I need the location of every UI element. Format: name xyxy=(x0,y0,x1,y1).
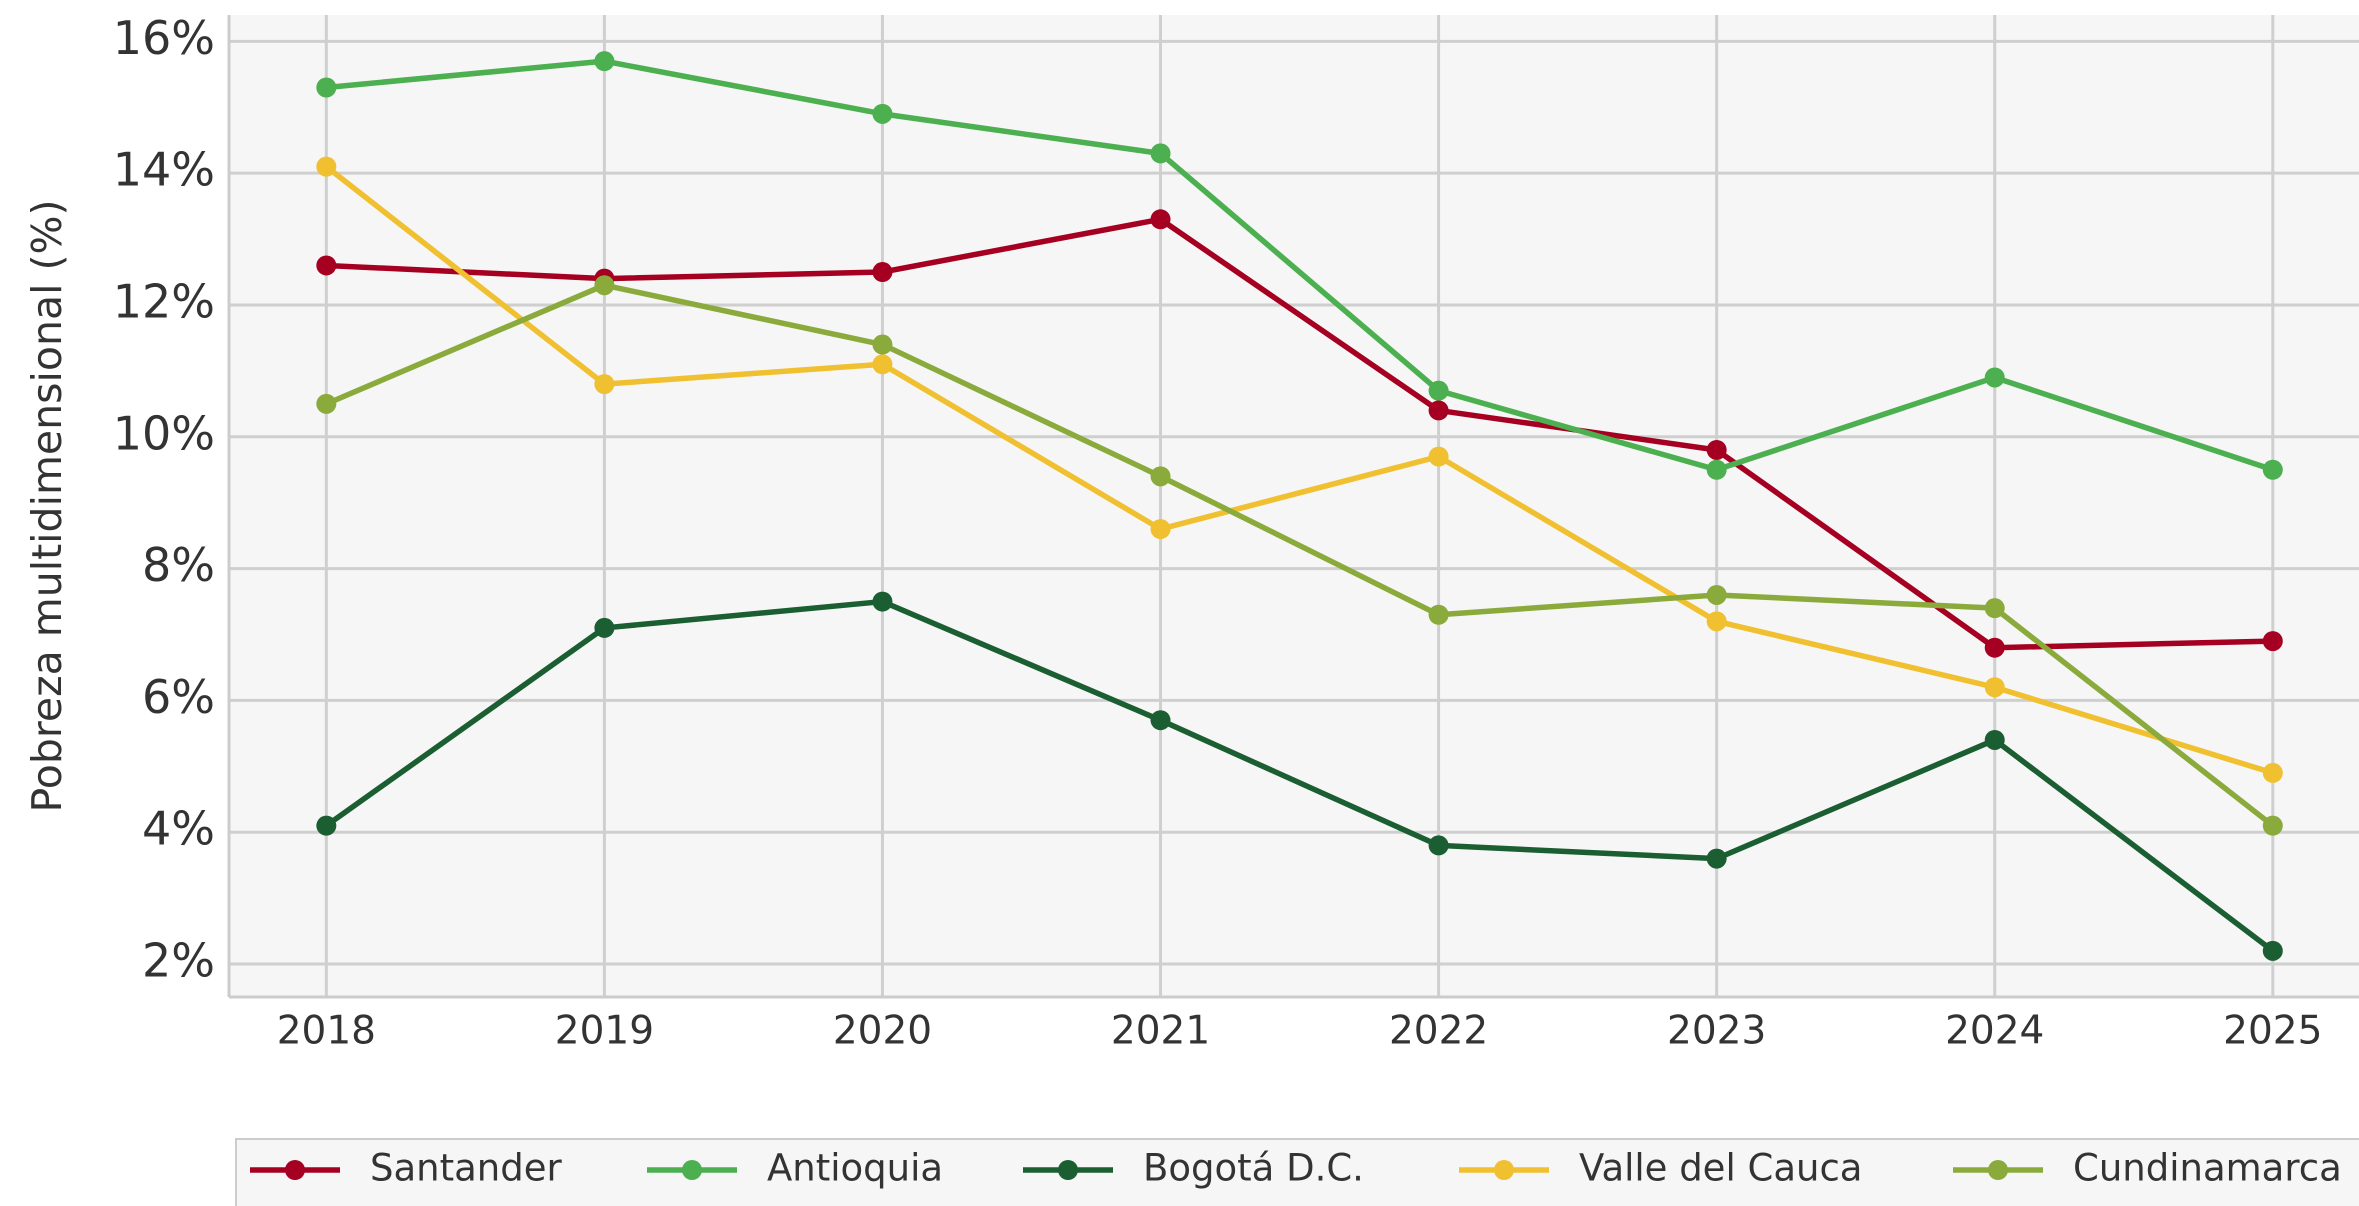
data-point xyxy=(2262,815,2283,836)
data-point xyxy=(1150,710,1171,731)
data-point xyxy=(872,591,893,612)
data-point xyxy=(1984,367,2005,388)
legend-label: Cundinamarca xyxy=(2073,1147,2342,1190)
legend-label: Bogotá D.C. xyxy=(1143,1147,1364,1190)
y-axis-label: Pobreza multidimensional (%) xyxy=(23,200,71,813)
data-point xyxy=(2262,940,2283,961)
y-tick-label: 2% xyxy=(142,934,215,988)
y-tick-label: 14% xyxy=(113,143,215,197)
legend-label: Antioquia xyxy=(767,1147,943,1190)
x-tick-label: 2024 xyxy=(1945,1009,2044,1054)
data-point xyxy=(872,354,893,375)
series-line xyxy=(326,58,2274,473)
data-point xyxy=(1706,459,1727,480)
data-point xyxy=(316,815,337,836)
data-point xyxy=(594,275,615,296)
data-point xyxy=(1428,446,1449,467)
x-tick-label: 2022 xyxy=(1389,1009,1488,1054)
data-point xyxy=(872,334,893,355)
data-point xyxy=(1706,584,1727,605)
legend-marker xyxy=(682,1160,702,1180)
legend-items: Santander Antioquia Bogotá D.C. Valle del C… xyxy=(250,1147,2342,1190)
data-point xyxy=(2262,762,2283,783)
legend-marker xyxy=(1494,1160,1514,1180)
grid xyxy=(229,15,2359,997)
legend-marker xyxy=(1988,1160,2008,1180)
data-point xyxy=(2262,631,2283,652)
series-layer xyxy=(316,51,2283,961)
series-line xyxy=(325,282,2275,828)
data-point xyxy=(1984,677,2005,698)
legend-marker xyxy=(1058,1160,1078,1180)
data-point xyxy=(2262,459,2283,480)
x-tick-label: 2020 xyxy=(833,1009,932,1054)
legend-label: Santander xyxy=(370,1147,562,1190)
data-point xyxy=(1984,729,2005,750)
x-tick-label: 2025 xyxy=(2223,1009,2322,1054)
y-tick-label: 12% xyxy=(113,274,215,328)
y-tick-label: 16% xyxy=(113,11,215,65)
data-point xyxy=(1984,637,2005,658)
data-point xyxy=(594,617,615,638)
data-point xyxy=(594,51,615,72)
series-line xyxy=(324,598,2275,954)
data-point xyxy=(1150,143,1171,164)
data-point xyxy=(1706,848,1727,869)
data-point xyxy=(1150,466,1171,487)
legend-label: Valle del Cauca xyxy=(1579,1147,1862,1190)
data-point xyxy=(1984,598,2005,619)
y-tick-label: 4% xyxy=(142,802,215,856)
series-line xyxy=(326,216,2273,651)
data-point xyxy=(1428,835,1449,856)
data-point xyxy=(1428,604,1449,625)
x-tick-label: 2019 xyxy=(555,1009,654,1054)
data-point xyxy=(872,103,893,124)
x-tick-label: 2018 xyxy=(277,1009,376,1054)
y-tick-label: 10% xyxy=(113,406,215,460)
data-point xyxy=(1150,519,1171,540)
y-tick-label: 6% xyxy=(142,670,215,724)
data-point xyxy=(316,255,337,276)
plot-area xyxy=(229,15,2359,997)
legend-marker xyxy=(285,1160,305,1180)
data-point xyxy=(1706,439,1727,460)
data-point xyxy=(1706,611,1727,632)
data-point xyxy=(872,262,893,283)
data-point xyxy=(1150,209,1171,230)
data-point xyxy=(316,393,337,414)
data-point xyxy=(316,156,337,177)
series-line xyxy=(324,164,2274,776)
data-point xyxy=(316,77,337,98)
data-point xyxy=(594,374,615,395)
x-tick-label: 2021 xyxy=(1111,1009,1210,1054)
y-tick-label: 8% xyxy=(142,538,215,592)
data-point xyxy=(1428,380,1449,401)
data-point xyxy=(1428,400,1449,421)
x-tick-label: 2023 xyxy=(1667,1009,1766,1054)
